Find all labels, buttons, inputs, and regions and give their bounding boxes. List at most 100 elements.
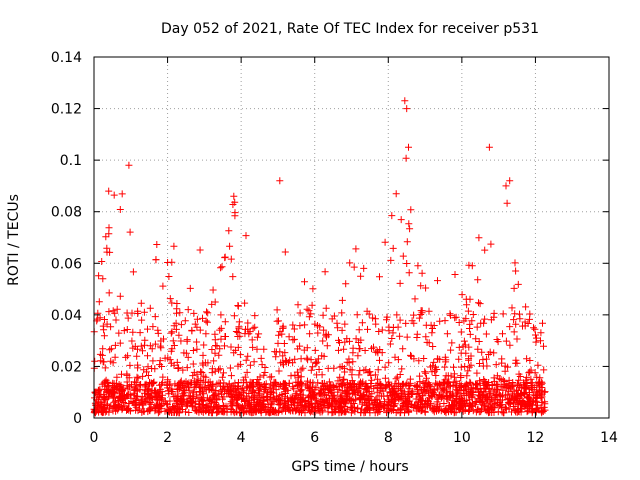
data-point (242, 232, 250, 240)
data-point (267, 401, 275, 409)
data-point (227, 372, 235, 380)
data-point (119, 404, 126, 412)
data-point (517, 390, 524, 398)
data-point (174, 365, 182, 372)
data-point (128, 337, 136, 345)
data-point (409, 404, 417, 411)
data-point (180, 387, 188, 395)
data-point (338, 309, 346, 317)
data-point (138, 316, 146, 324)
data-point (473, 323, 481, 331)
data-point (109, 307, 117, 315)
data-point (415, 357, 423, 365)
data-point (437, 394, 445, 402)
data-point-peak (485, 143, 493, 151)
data-point (524, 407, 532, 415)
data-point (127, 407, 134, 415)
data-point (498, 359, 506, 367)
data-point (235, 390, 243, 398)
data-point (397, 216, 405, 224)
data-point (325, 386, 333, 394)
data-point (463, 399, 471, 407)
data-point (483, 355, 490, 363)
data-point (503, 395, 511, 403)
data-point-peak (401, 97, 409, 105)
data-point (378, 349, 386, 357)
data-point (415, 314, 423, 322)
data-point (482, 399, 490, 407)
data-point (314, 329, 322, 337)
data-point (460, 317, 468, 325)
data-point (123, 326, 131, 333)
data-point (108, 386, 116, 394)
data-point (403, 260, 411, 267)
y-tick-label: 0.06 (51, 256, 82, 272)
y-tick-label: 0 (73, 411, 82, 427)
data-point (188, 379, 195, 387)
y-tick-label: 0.12 (51, 102, 82, 118)
data-point (482, 380, 490, 388)
data-point (388, 335, 396, 342)
data-point (149, 357, 157, 365)
data-point (206, 378, 214, 386)
data-point (334, 324, 342, 332)
data-point (479, 362, 487, 370)
data-point (124, 352, 132, 360)
data-point (537, 337, 544, 345)
data-point (456, 384, 464, 391)
data-point (330, 383, 338, 391)
data-point (463, 372, 471, 380)
data-point (455, 343, 463, 351)
data-point (480, 319, 488, 327)
data-point (361, 347, 369, 354)
data-point (369, 314, 377, 322)
data-point (139, 372, 147, 380)
data-point (269, 398, 277, 406)
data-point (209, 382, 217, 390)
chart-title: Day 052 of 2021, Rate Of TEC Index for r… (161, 21, 539, 37)
data-point (442, 356, 450, 364)
data-point-peak (502, 182, 510, 190)
data-point (306, 330, 314, 338)
data-point (230, 312, 238, 320)
data-point (169, 388, 177, 396)
data-point (383, 316, 390, 324)
data-point (399, 380, 406, 388)
data-point (407, 389, 415, 397)
x-tick-label: 0 (90, 430, 99, 446)
data-point (469, 391, 477, 399)
data-point (106, 346, 114, 354)
data-point (357, 409, 365, 417)
data-point (231, 379, 239, 387)
data-point (110, 191, 118, 199)
data-point (489, 404, 497, 412)
data-point (311, 394, 319, 402)
data-point (168, 328, 176, 336)
data-point (126, 361, 134, 369)
data-point (248, 336, 256, 344)
data-point (199, 351, 207, 359)
data-point (392, 190, 400, 198)
data-point (156, 361, 164, 369)
data-point (357, 336, 365, 344)
data-point (328, 409, 336, 417)
data-point (532, 394, 540, 401)
data-point (343, 358, 351, 366)
data-point (402, 319, 410, 327)
data-point (404, 393, 412, 401)
data-point (215, 389, 223, 397)
data-point (425, 383, 433, 391)
data-point (511, 259, 519, 267)
data-point (144, 372, 152, 379)
data-point (486, 389, 494, 397)
data-point (179, 366, 187, 374)
data-point (322, 331, 330, 339)
data-point (157, 344, 165, 352)
x-tick-label: 10 (453, 430, 471, 446)
data-point (531, 398, 539, 406)
data-point (122, 353, 130, 361)
data-point (164, 380, 171, 388)
data-point (477, 408, 485, 416)
data-point (314, 322, 321, 329)
data-point (514, 400, 522, 408)
